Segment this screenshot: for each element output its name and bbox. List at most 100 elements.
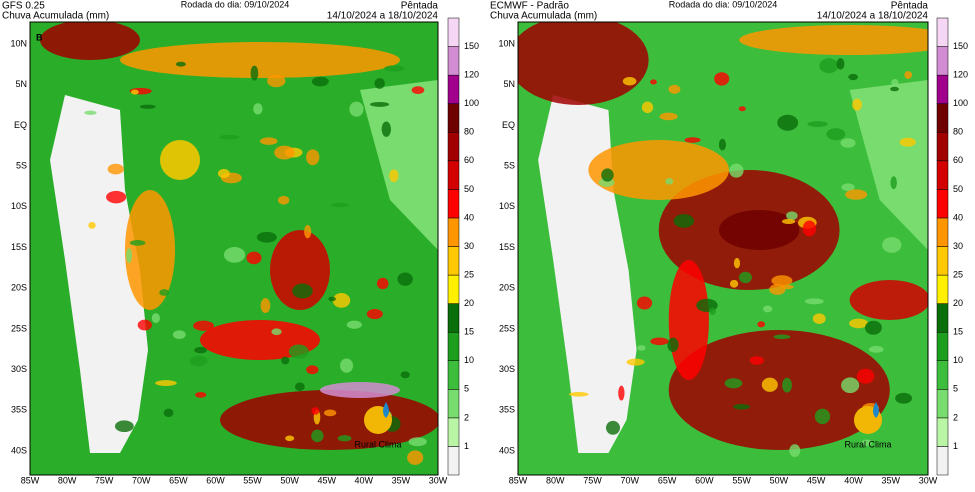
colorbar-swatch	[936, 46, 949, 76]
rain-cell	[804, 298, 824, 305]
rain-area	[588, 140, 730, 200]
period: 14/10/2024 a 18/10/2024	[327, 11, 439, 22]
rain-cell	[891, 79, 899, 87]
lat-label: 10S	[11, 201, 27, 211]
rain-cell	[724, 378, 743, 389]
rain-cell	[659, 112, 678, 121]
rain-cell	[771, 275, 793, 287]
rain-cell	[151, 313, 160, 324]
run-date: Rodada do dia: 09/10/2024	[181, 0, 290, 9]
lon-label: 45W	[807, 475, 826, 485]
pacific	[50, 95, 148, 453]
colorbar-swatch	[447, 189, 460, 219]
rain-cell	[349, 101, 364, 117]
rain-cell	[246, 251, 262, 265]
rain-cell	[281, 356, 290, 365]
colorbar-label: 80	[464, 127, 474, 137]
rain-cell	[107, 163, 124, 175]
colorbar-swatch	[936, 360, 949, 390]
colorbar-label: 150	[953, 41, 968, 51]
colorbar-label: 10	[953, 355, 963, 365]
rain-cell	[311, 76, 329, 87]
rain-cell	[172, 330, 186, 340]
colorbar-label: 5	[464, 384, 469, 394]
lat-label: 15S	[11, 242, 27, 252]
rain-cell	[733, 257, 741, 269]
colorbar-swatch	[447, 303, 460, 333]
lat-label: 35S	[499, 405, 515, 415]
rain-cell	[306, 365, 319, 375]
colorbar-swatch	[447, 74, 460, 104]
lat-label: 5N	[503, 79, 515, 89]
colorbar-label: 2	[464, 412, 469, 422]
rain-cell	[781, 218, 796, 225]
lat-label: EQ	[502, 120, 515, 130]
colorbar-swatch	[447, 103, 460, 133]
panel-label: B	[36, 32, 43, 42]
period: 14/10/2024 a 18/10/2024	[817, 11, 929, 22]
rain-cell	[819, 58, 839, 74]
colorbar-label: 40	[953, 212, 963, 222]
rain-cell	[763, 305, 773, 313]
rain-area	[120, 42, 400, 78]
rain-cell	[256, 231, 277, 243]
rain-cell	[864, 320, 882, 335]
rain-cell	[397, 272, 413, 286]
lon-label: 85W	[509, 475, 528, 485]
colorbar-swatch	[936, 160, 949, 190]
colorbar-label: 100	[464, 98, 479, 108]
colorbar-swatch	[447, 389, 460, 419]
colorbar-swatch	[447, 331, 460, 361]
rain-cell	[253, 103, 263, 115]
rain-cell	[729, 163, 744, 178]
rain-cell	[777, 114, 799, 131]
rain-cell	[384, 65, 405, 72]
rain-cell	[807, 121, 828, 128]
lat-label: 40S	[11, 445, 27, 455]
rain-area	[125, 190, 175, 310]
rain-cell	[114, 420, 134, 433]
rain-cell	[868, 345, 884, 353]
rain-cell	[304, 225, 312, 239]
colorbar-label: 30	[953, 241, 963, 251]
variable: Chuva Acumulada (mm)	[490, 11, 597, 22]
rain-cell	[407, 450, 424, 465]
colorbar-label: 2	[953, 412, 958, 422]
map-field	[30, 22, 438, 475]
rain-cell	[890, 176, 897, 190]
model-name: ECMWF - Padrão	[490, 1, 569, 12]
colorbar-swatch	[447, 217, 460, 247]
colorbar-label: 25	[464, 269, 474, 279]
rain-area	[668, 330, 890, 450]
rain-cell	[311, 429, 324, 443]
rain-cell	[789, 444, 801, 458]
rain-cell	[306, 149, 320, 166]
lat-label: 20S	[499, 283, 515, 293]
rain-cell	[332, 293, 351, 308]
rain-cell	[718, 138, 726, 151]
rain-cell	[271, 328, 282, 336]
colorbar-swatch	[447, 46, 460, 76]
lon-label: 80W	[546, 475, 565, 485]
rain-cell	[366, 308, 383, 320]
rain-cell	[155, 380, 177, 386]
atlantic-dry	[360, 80, 438, 250]
colorbar-label: 20	[464, 298, 474, 308]
lat-label: 5S	[16, 160, 27, 170]
map-frame	[29, 21, 439, 476]
lat-label: 25S	[11, 323, 27, 333]
rain-cell	[733, 404, 751, 410]
rain-cell	[250, 65, 259, 81]
rain-cell	[274, 145, 295, 160]
rain-cell	[665, 178, 674, 185]
rain-cell	[836, 58, 845, 70]
lon-label: 45W	[317, 475, 336, 485]
colorbar-label: 15	[953, 327, 963, 337]
colorbar-swatch	[447, 417, 460, 447]
rain-cell	[738, 106, 746, 112]
lon-label: 75W	[583, 475, 602, 485]
rain-cell	[845, 189, 868, 200]
colorbar-swatch	[936, 303, 949, 333]
colorbar-label: 60	[953, 155, 963, 165]
rain-cell	[761, 377, 778, 392]
